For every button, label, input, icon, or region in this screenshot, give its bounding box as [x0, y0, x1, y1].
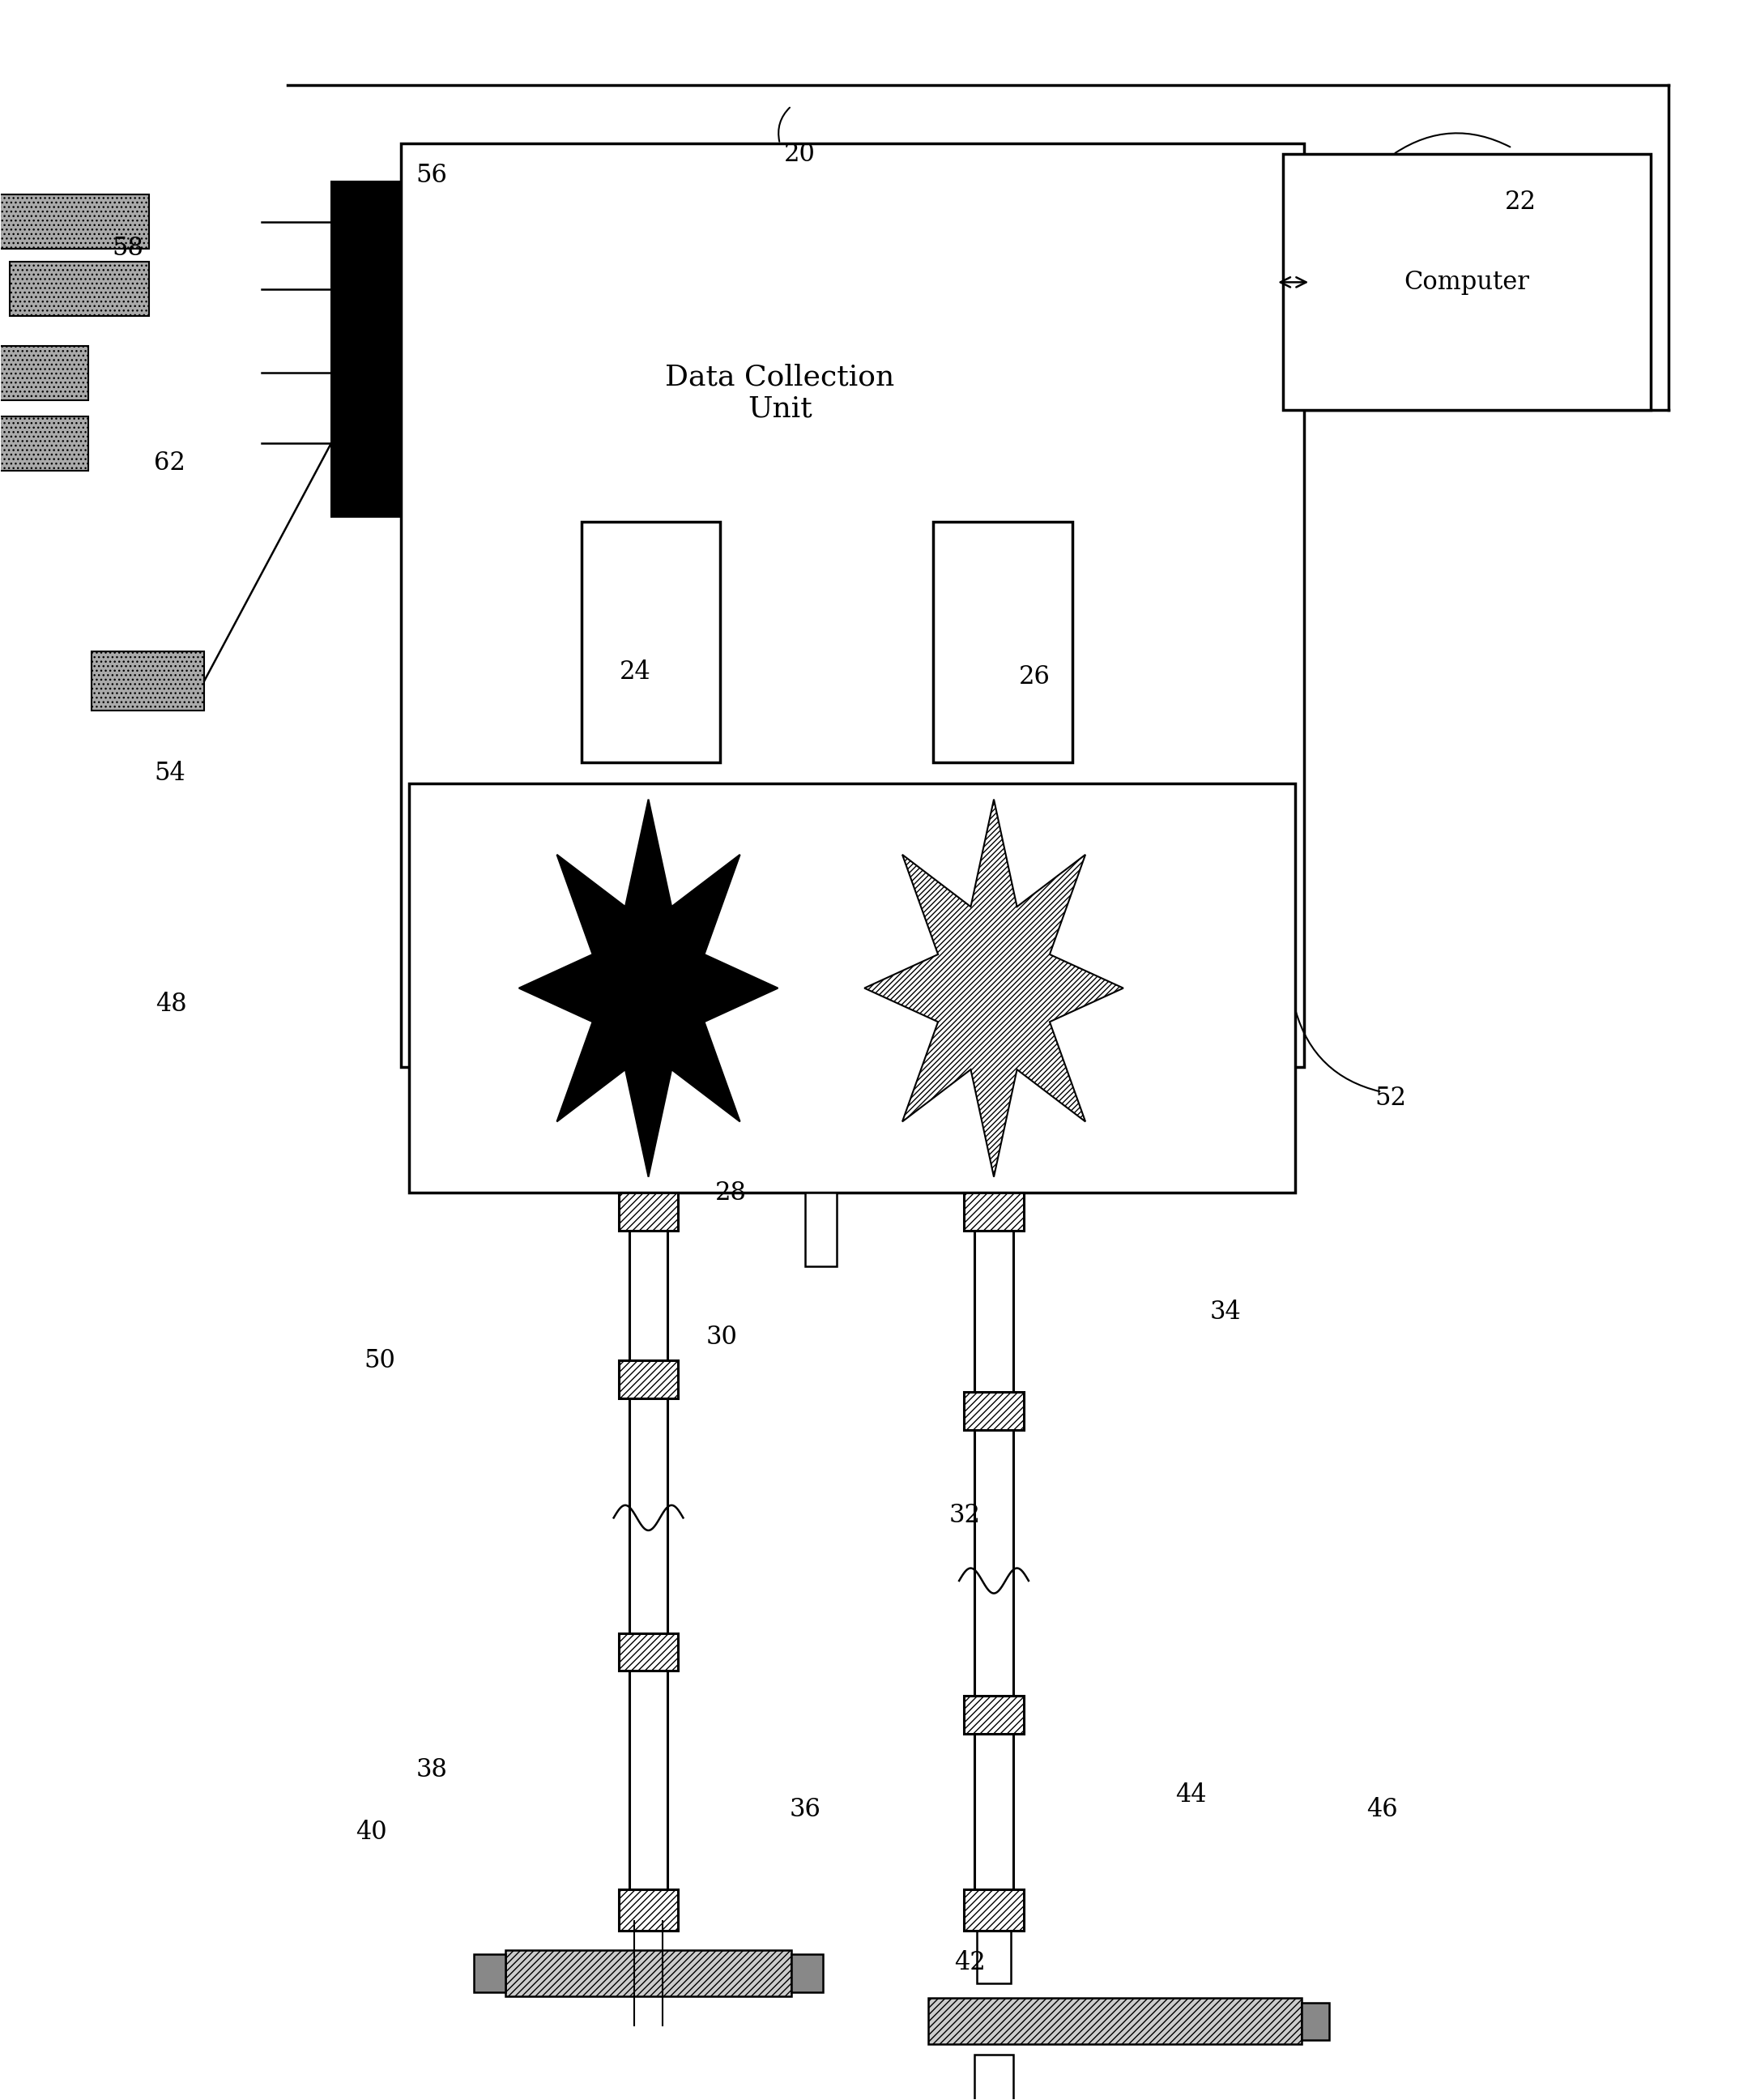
Text: 42: 42 [955, 1951, 986, 1976]
Bar [963, 1392, 1024, 1430]
Polygon shape [518, 800, 777, 1176]
Text: 50: 50 [363, 1348, 395, 1373]
Text: 32: 32 [949, 1504, 981, 1529]
Text: 60: 60 [370, 445, 402, 470]
Bar [1283, 153, 1650, 410]
Bar [805, 1193, 836, 1266]
Bar [963, 1890, 1024, 1932]
Bar [791, 1955, 823, 1993]
Bar [630, 1193, 668, 1890]
Text: 54: 54 [153, 760, 186, 785]
Text: 26: 26 [1019, 664, 1050, 689]
Bar [976, 2054, 1012, 2100]
Polygon shape [864, 800, 1123, 1176]
Bar [619, 1361, 678, 1399]
Text: 40: 40 [355, 1821, 386, 1846]
Text: 20: 20 [784, 141, 816, 166]
Text: Data Collection
Unit: Data Collection Unit [666, 363, 894, 422]
Text: Computer: Computer [1403, 269, 1530, 294]
Bar [0, 195, 150, 250]
Bar [10, 262, 150, 317]
Bar [1301, 2003, 1329, 2039]
Text: 24: 24 [619, 659, 650, 685]
Bar [400, 143, 1304, 1067]
Bar [581, 521, 720, 762]
Text: 46: 46 [1367, 1798, 1398, 1823]
Bar [504, 1951, 791, 1997]
Bar [473, 1955, 504, 1993]
Bar [929, 1999, 1301, 2043]
Bar [963, 1697, 1024, 1735]
Bar [934, 521, 1073, 762]
Text: 56: 56 [416, 162, 447, 187]
Bar [619, 1634, 678, 1672]
Text: 52: 52 [1376, 1086, 1407, 1111]
Bar [619, 1193, 678, 1231]
Text: 30: 30 [706, 1325, 737, 1350]
Text: 22: 22 [1504, 189, 1537, 214]
Bar [409, 783, 1296, 1193]
Bar [977, 1932, 1010, 1985]
Bar [0, 346, 89, 401]
Bar [0, 416, 89, 470]
Text: 62: 62 [153, 449, 186, 475]
Text: 58: 58 [111, 235, 144, 260]
Bar [976, 1193, 1012, 1890]
Bar [330, 181, 400, 517]
Text: 48: 48 [157, 991, 188, 1016]
Text: 38: 38 [416, 1758, 447, 1783]
Text: 34: 34 [1210, 1300, 1242, 1325]
Text: 44: 44 [1176, 1783, 1207, 1808]
Text: 36: 36 [790, 1798, 821, 1823]
Bar [92, 651, 203, 710]
Text: 28: 28 [715, 1180, 746, 1205]
Bar [963, 1193, 1024, 1231]
Bar [619, 1890, 678, 1932]
